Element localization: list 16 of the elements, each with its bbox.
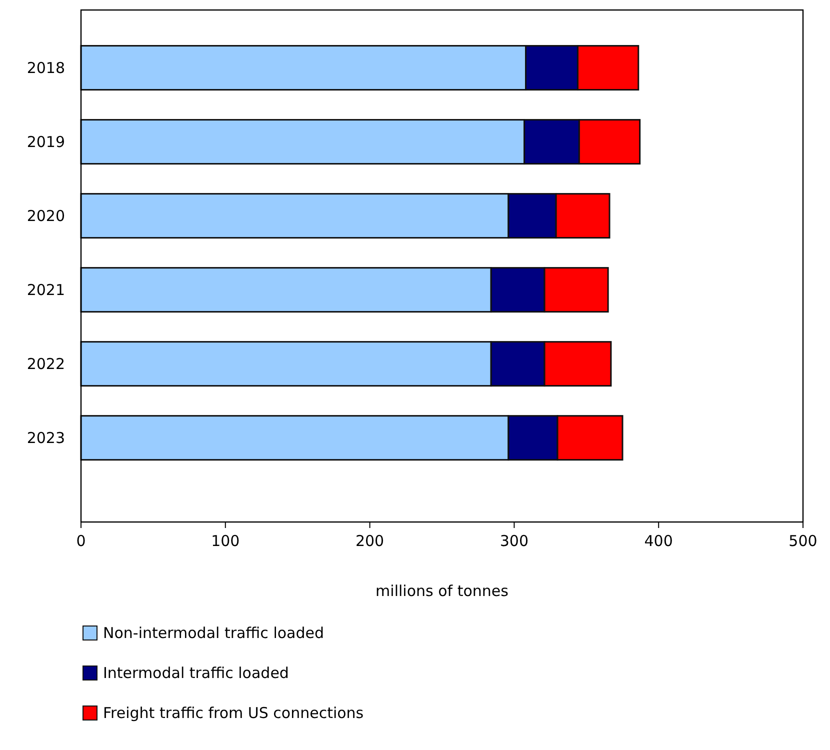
x-tick-label: 0 <box>76 532 86 550</box>
y-tick-label: 2022 <box>26 354 65 373</box>
y-tick-label: 2018 <box>26 58 65 77</box>
legend-label: Intermodal traffic loaded <box>103 664 289 682</box>
x-tick-label: 200 <box>355 532 384 550</box>
x-axis-title: millions of tonnes <box>376 582 509 600</box>
legend-label: Freight traffic from US connections <box>103 704 364 722</box>
x-tick-label: 500 <box>788 532 818 550</box>
y-tick-label: 2020 <box>26 206 65 225</box>
x-tick-label: 400 <box>644 532 673 550</box>
y-tick-label: 2023 <box>26 428 65 447</box>
y-tick-label: 2021 <box>26 280 65 299</box>
y-tick-label: 2019 <box>26 132 65 151</box>
x-tick-label: 100 <box>211 532 240 550</box>
legend-label: Non-intermodal traffic loaded <box>103 624 324 642</box>
x-tick-label: 300 <box>500 532 529 550</box>
